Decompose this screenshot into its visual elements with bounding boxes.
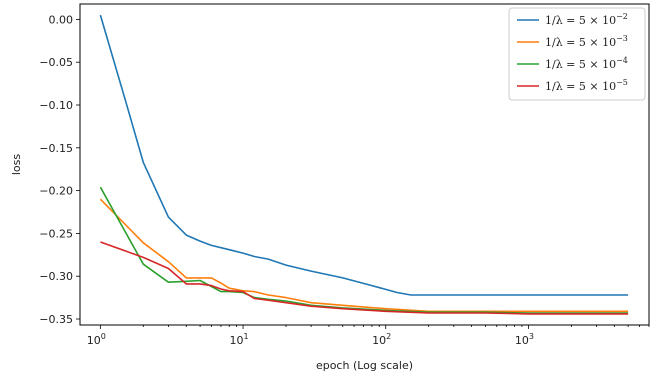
y-tick-label: −0.30 xyxy=(39,270,73,283)
y-tick-label: −0.20 xyxy=(39,185,73,198)
y-tick-label: −0.35 xyxy=(39,313,73,326)
series-line-3 xyxy=(99,186,629,314)
legend: 1/λ = 5 × 10−2 1/λ = 5 × 10−3 1/λ = 5 × 10… xyxy=(508,7,646,101)
legend-entry-3: 1/λ = 5 × 10−4 xyxy=(545,56,628,71)
y-tick-label: −0.10 xyxy=(39,99,73,112)
x-axis-label: epoch (Log scale) xyxy=(316,359,413,372)
series-line-4 xyxy=(100,241,629,315)
x-axis-ticks: 100 101 102 103 xyxy=(87,325,650,347)
y-tick-label: 0.00 xyxy=(49,13,74,26)
x-tick-label: 103 xyxy=(515,332,534,347)
legend-box xyxy=(508,7,646,101)
x-tick-label: 101 xyxy=(229,332,248,347)
series-line-2 xyxy=(99,198,629,313)
legend-entry-4: 1/λ = 5 × 10−5 xyxy=(545,78,628,93)
x-tick-label: 102 xyxy=(372,332,391,347)
legend-entry-2: 1/λ = 5 × 10−3 xyxy=(545,34,628,49)
legend-entry-1: 1/λ = 5 × 10−2 xyxy=(545,12,628,27)
series-lines xyxy=(99,14,629,315)
plot-frame xyxy=(79,3,650,326)
series-line-1 xyxy=(99,14,629,296)
y-axis-ticks: 0.00 −0.05 −0.10 −0.15 −0.20 −0.25 −0.30 −0.35 xyxy=(39,13,80,326)
y-axis-label: loss xyxy=(10,154,23,176)
y-tick-label: −0.25 xyxy=(39,227,73,240)
y-tick-label: −0.15 xyxy=(39,142,73,155)
y-tick-label: −0.05 xyxy=(39,56,73,69)
x-tick-label: 100 xyxy=(87,332,106,347)
